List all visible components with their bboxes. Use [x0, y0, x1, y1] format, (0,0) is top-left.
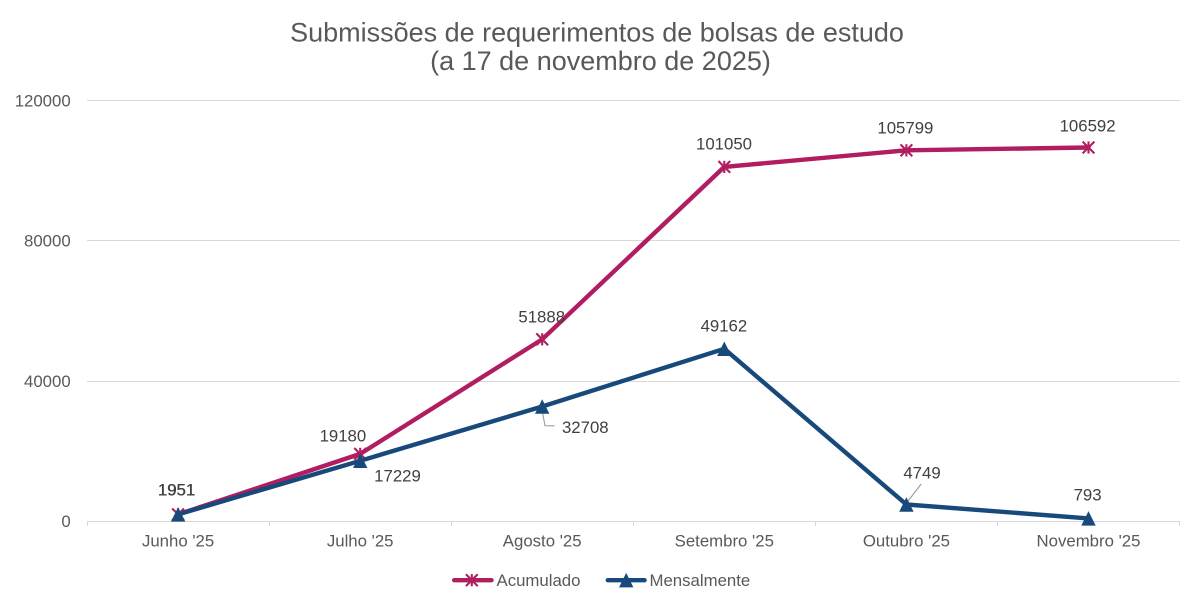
- svg-text:80000: 80000: [24, 232, 71, 251]
- svg-text:Outubro '25: Outubro '25: [863, 532, 950, 551]
- svg-text:Setembro '25: Setembro '25: [675, 532, 774, 551]
- svg-text:105799: 105799: [877, 118, 933, 137]
- svg-text:1951: 1951: [158, 480, 195, 499]
- svg-text:17229: 17229: [374, 467, 421, 486]
- svg-text:0: 0: [61, 512, 70, 531]
- svg-text:793: 793: [1074, 486, 1102, 505]
- svg-text:1951: 1951: [158, 480, 195, 499]
- svg-text:19180: 19180: [320, 426, 367, 445]
- svg-text:Junho '25: Junho '25: [142, 532, 214, 551]
- svg-text:Acumulado: Acumulado: [497, 571, 581, 590]
- svg-text:Novembro '25: Novembro '25: [1037, 532, 1141, 551]
- svg-text:Julho '25: Julho '25: [327, 532, 394, 551]
- svg-text:(a 17 de novembro de 2025): (a 17 de novembro de 2025): [430, 46, 771, 76]
- svg-text:106592: 106592: [1060, 116, 1116, 135]
- svg-text:4749: 4749: [903, 464, 940, 483]
- svg-text:49162: 49162: [701, 316, 748, 335]
- svg-text:Submissões de requerimentos de: Submissões de requerimentos de bolsas de…: [290, 17, 904, 47]
- svg-text:Agosto '25: Agosto '25: [503, 532, 582, 551]
- svg-text:51888: 51888: [518, 308, 565, 327]
- svg-text:40000: 40000: [24, 372, 71, 391]
- svg-text:101050: 101050: [696, 134, 752, 153]
- svg-text:120000: 120000: [15, 92, 71, 111]
- svg-text:Mensalmente: Mensalmente: [650, 571, 751, 590]
- svg-text:32708: 32708: [562, 418, 609, 437]
